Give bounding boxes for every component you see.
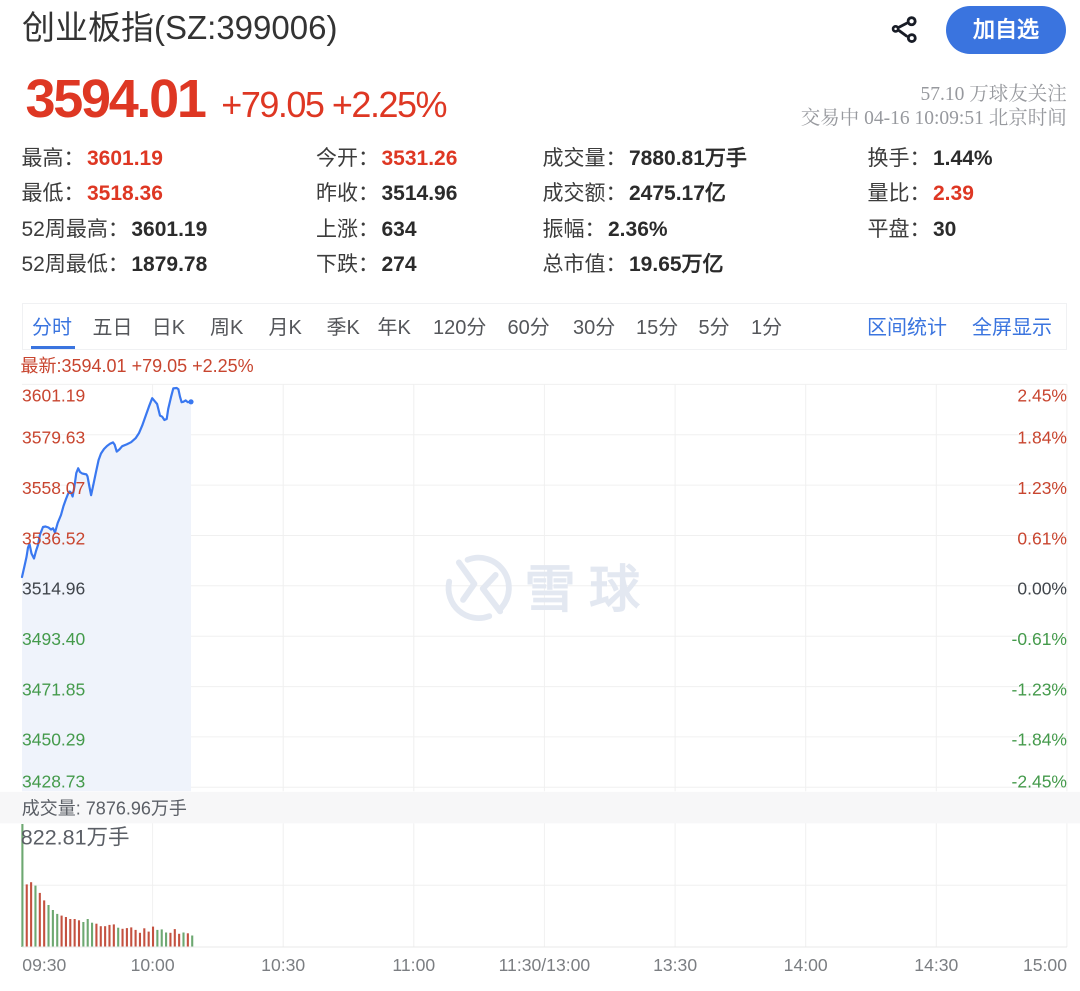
svg-text:成交量: 7876.96万手: 成交量: 7876.96万手 [22, 799, 187, 819]
svg-text:0.00%: 0.00% [1017, 579, 1067, 599]
svg-text:-2.45%: -2.45% [1012, 772, 1067, 792]
svg-text:3471.85: 3471.85 [22, 679, 85, 699]
svg-text:-1.84%: -1.84% [1012, 730, 1067, 750]
svg-text:09:30: 09:30 [22, 955, 66, 975]
svg-text:3536.52: 3536.52 [22, 528, 85, 548]
svg-text:1.84%: 1.84% [1017, 428, 1067, 448]
svg-text:3558.07: 3558.07 [22, 478, 85, 498]
svg-text:雪球: 雪球 [525, 561, 654, 618]
svg-text:3450.29: 3450.29 [22, 730, 85, 750]
svg-text:3514.96: 3514.96 [22, 579, 85, 599]
svg-text:-0.61%: -0.61% [1012, 629, 1067, 649]
svg-text:3428.73: 3428.73 [22, 772, 85, 792]
svg-text:11:30/13:00: 11:30/13:00 [499, 955, 591, 975]
svg-text:11:00: 11:00 [392, 955, 435, 975]
svg-text:0.61%: 0.61% [1017, 528, 1067, 548]
svg-text:13:30: 13:30 [653, 955, 697, 975]
svg-text:14:30: 14:30 [914, 955, 958, 975]
svg-text:10:00: 10:00 [131, 955, 175, 975]
svg-text:14:00: 14:00 [784, 955, 828, 975]
svg-text:3579.63: 3579.63 [22, 428, 85, 448]
svg-text:3601.19: 3601.19 [22, 385, 85, 405]
svg-text:822.81万手: 822.81万手 [21, 826, 130, 850]
svg-text:15:00: 15:00 [1023, 955, 1067, 975]
svg-text:10:30: 10:30 [261, 955, 305, 975]
svg-text:-1.23%: -1.23% [1012, 679, 1067, 699]
svg-text:3493.40: 3493.40 [22, 629, 86, 649]
svg-text:1.23%: 1.23% [1017, 478, 1067, 498]
svg-text:2.45%: 2.45% [1017, 385, 1067, 405]
